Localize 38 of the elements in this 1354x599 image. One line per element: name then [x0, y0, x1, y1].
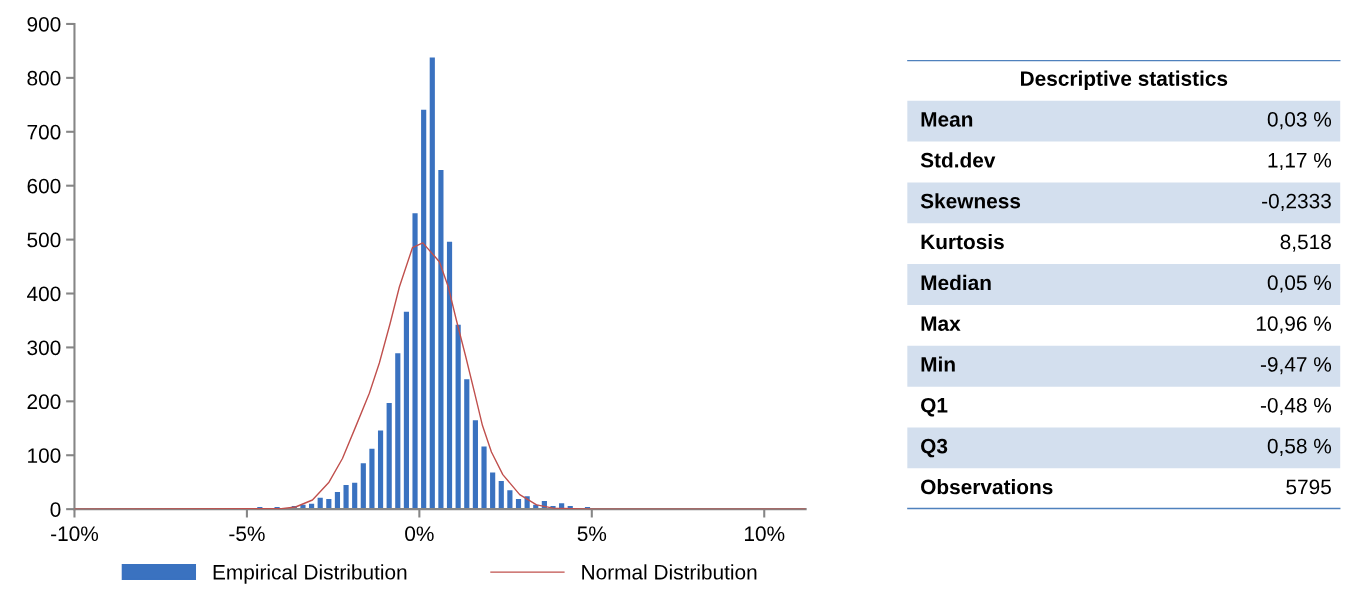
text: 10,96 % — [1256, 316, 1332, 334]
text: Descriptive statistics — [1021, 70, 1228, 91]
text: -0,2333 — [1262, 193, 1331, 211]
text: 1,17 % — [1268, 152, 1332, 171]
text: Median — [921, 274, 991, 291]
y-tick-label: 500 — [27, 232, 61, 248]
text: 8,518 — [1280, 234, 1331, 252]
text: -0,48 % — [1260, 397, 1332, 416]
text: Min — [921, 356, 955, 372]
text: Kurtosis — [921, 233, 1004, 250]
text: Mean — [921, 112, 973, 127]
y-tick-label: 0 — [50, 502, 61, 517]
y-tick-label: 900 — [27, 16, 61, 32]
x-tick-label: 10% — [744, 526, 785, 542]
text: -9,47 % — [1260, 357, 1332, 375]
y-tick-label: 700 — [27, 124, 61, 140]
text: Std.dev — [920, 152, 996, 168]
text: 5795 — [1286, 479, 1331, 495]
text: Max — [921, 316, 961, 331]
text: 0,58 % — [1267, 438, 1332, 456]
y-tick-label: 400 — [27, 286, 61, 302]
legend-label: Empirical Distribution — [213, 564, 407, 584]
text: Skewness — [920, 193, 1021, 209]
y-tick-label: 300 — [27, 340, 61, 356]
text: Q3 — [921, 438, 948, 458]
text: 0,03 % — [1267, 112, 1332, 130]
y-tick-label: 100 — [28, 448, 61, 463]
y-tick-label: 800 — [27, 70, 61, 86]
legend-label: Normal Distribution — [582, 564, 757, 580]
x-tick-label: -10% — [51, 526, 99, 542]
x-tick-label: 0% — [405, 526, 434, 542]
text: Observations — [921, 479, 1053, 495]
x-tick-label: -5% — [229, 526, 265, 542]
y-tick-label: 600 — [27, 178, 61, 194]
y-tick-label: 200 — [27, 394, 61, 410]
x-tick-label: 5% — [577, 526, 607, 542]
text: 0,05 % — [1267, 275, 1332, 293]
text: Q1 — [921, 397, 948, 417]
